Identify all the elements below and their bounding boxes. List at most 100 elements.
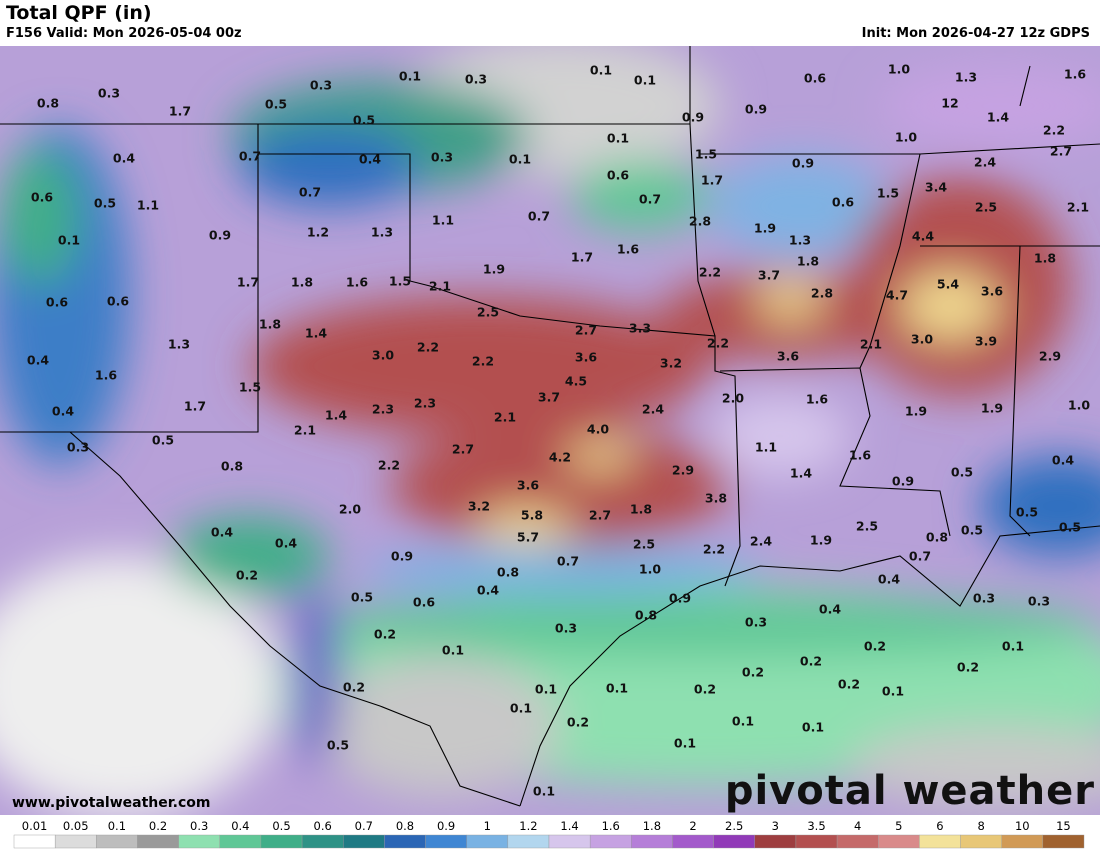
qpf-label: 4.7 xyxy=(886,288,908,303)
qpf-label: 0.3 xyxy=(310,78,332,93)
qpf-label: 0.1 xyxy=(732,714,754,729)
qpf-label: 0.2 xyxy=(567,715,589,730)
qpf-label: 0.9 xyxy=(892,474,914,489)
qpf-label: 2.5 xyxy=(856,519,878,534)
qpf-label: 1.9 xyxy=(981,401,1003,416)
colorbar-swatch xyxy=(178,834,220,849)
qpf-label: 1.6 xyxy=(806,392,828,407)
qpf-label: 0.1 xyxy=(510,701,532,716)
qpf-label: 2.9 xyxy=(1039,349,1061,364)
colorbar-label: 0.2 xyxy=(149,819,167,833)
colorbar-swatch xyxy=(466,834,509,849)
qpf-label: 0.8 xyxy=(926,530,948,545)
qpf-label: 0.4 xyxy=(819,602,841,617)
qpf-label: 2.2 xyxy=(417,340,439,355)
qpf-label: 0.7 xyxy=(557,554,579,569)
qpf-label: 2.3 xyxy=(372,402,394,417)
qpf-label: 0.7 xyxy=(528,209,550,224)
qpf-label: 3.2 xyxy=(660,356,682,371)
colorbar-swatch xyxy=(960,834,1002,849)
qpf-label: 3.2 xyxy=(468,499,490,514)
qpf-label: 4.4 xyxy=(912,229,934,244)
qpf-label: 0.4 xyxy=(113,151,135,166)
qpf-label: 2.1 xyxy=(294,423,316,438)
qpf-label: 0.3 xyxy=(973,591,995,606)
qpf-label: 0.5 xyxy=(265,97,287,112)
qpf-label: 1.4 xyxy=(790,466,812,481)
qpf-label: 2.2 xyxy=(707,336,729,351)
qpf-label: 0.3 xyxy=(67,440,89,455)
colorbar-label: 0.05 xyxy=(63,819,89,833)
qpf-label: 0.5 xyxy=(351,590,373,605)
colorbar-label: 0.8 xyxy=(396,819,414,833)
qpf-label: 0.4 xyxy=(275,536,297,551)
qpf-label: 3.8 xyxy=(705,491,727,506)
qpf-label: 2.2 xyxy=(472,354,494,369)
qpf-label: 1.8 xyxy=(259,317,281,332)
colorbar-swatch xyxy=(878,834,920,849)
qpf-label: 0.3 xyxy=(465,72,487,87)
qpf-label: 0.2 xyxy=(864,639,886,654)
colorbar-label: 8 xyxy=(977,819,984,833)
qpf-label: 0.7 xyxy=(639,192,661,207)
qpf-label: 2.1 xyxy=(1067,200,1089,215)
qpf-label: 2.5 xyxy=(975,200,997,215)
colorbar-label: 4 xyxy=(854,819,861,833)
qpf-label: 0.4 xyxy=(878,572,900,587)
qpf-label: 0.2 xyxy=(236,568,258,583)
qpf-label: 0.3 xyxy=(745,615,767,630)
qpf-label: 0.1 xyxy=(442,643,464,658)
qpf-label: 0.1 xyxy=(509,152,531,167)
qpf-label: 0.4 xyxy=(211,525,233,540)
qpf-label: 2.3 xyxy=(414,396,436,411)
qpf-label: 0.6 xyxy=(413,595,435,610)
qpf-label: 0.9 xyxy=(209,228,231,243)
qpf-label: 3.9 xyxy=(975,334,997,349)
qpf-label: 1.4 xyxy=(305,326,327,341)
valid-time: F156 Valid: Mon 2026-05-04 00z xyxy=(6,26,242,41)
colorbar-swatch xyxy=(13,834,56,849)
qpf-label: 2.7 xyxy=(452,442,474,457)
colorbar-swatch xyxy=(754,834,797,849)
qpf-label: 0.1 xyxy=(607,131,629,146)
qpf-label: 0.2 xyxy=(800,654,822,669)
qpf-label: 1.5 xyxy=(695,147,717,162)
colorbar-label: 0.6 xyxy=(314,819,332,833)
qpf-label: 3.7 xyxy=(758,268,780,283)
qpf-label: 4.2 xyxy=(549,450,571,465)
qpf-label: 5.8 xyxy=(521,508,543,523)
qpf-label: 0.6 xyxy=(31,190,53,205)
init-time: Init: Mon 2026-04-27 12z GDPS xyxy=(861,26,1090,41)
colorbar-swatch xyxy=(795,834,838,849)
qpf-label: 2.1 xyxy=(860,337,882,352)
colorbar-label: 15 xyxy=(1056,819,1071,833)
colorbar-swatch xyxy=(384,834,426,849)
qpf-label: 0.1 xyxy=(533,784,555,799)
qpf-label: 2.4 xyxy=(750,534,772,549)
colorbar-swatch xyxy=(919,834,961,849)
colorbar-label: 0.5 xyxy=(272,819,290,833)
qpf-label: 0.9 xyxy=(792,156,814,171)
qpf-label: 0.8 xyxy=(497,565,519,580)
colorbar-swatch xyxy=(836,834,879,849)
qpf-label: 3.6 xyxy=(575,350,597,365)
qpf-label: 0.1 xyxy=(1002,639,1024,654)
qpf-label: 0.6 xyxy=(46,295,68,310)
qpf-label: 1.4 xyxy=(987,110,1009,125)
qpf-label: 5.4 xyxy=(937,277,959,292)
colorbar-swatch xyxy=(343,834,385,849)
qpf-label: 0.9 xyxy=(669,591,691,606)
qpf-label: 0.5 xyxy=(152,433,174,448)
qpf-label: 0.4 xyxy=(359,152,381,167)
map-labels: 0.80.31.7 0.50.30.50.1 0.30.10.10.90.90.61… xyxy=(27,62,1090,799)
qpf-label: 1.8 xyxy=(630,502,652,517)
qpf-label: 3.6 xyxy=(981,284,1003,299)
qpf-label: 0.7 xyxy=(239,149,261,164)
qpf-label: 0.5 xyxy=(353,113,375,128)
colorbar-label: 1 xyxy=(484,819,491,833)
colorbar-label: 0.1 xyxy=(108,819,126,833)
qpf-label: 0.2 xyxy=(343,680,365,695)
qpf-label: 0.1 xyxy=(590,63,612,78)
qpf-label: 2.5 xyxy=(477,305,499,320)
